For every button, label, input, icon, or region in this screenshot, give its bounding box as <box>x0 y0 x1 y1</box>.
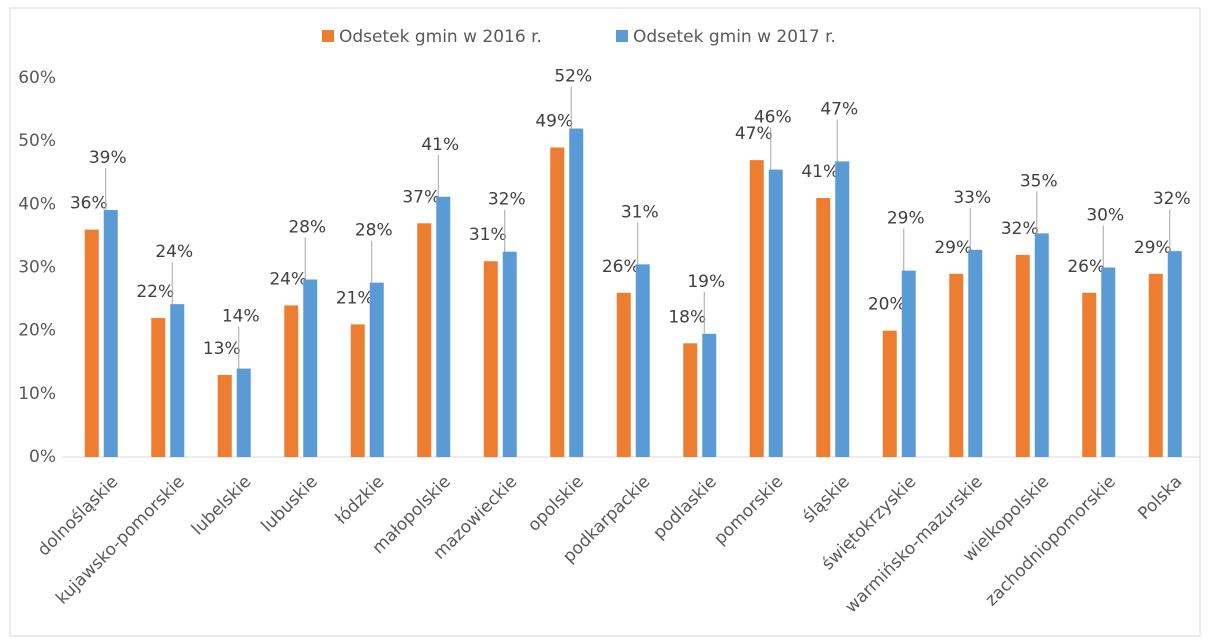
value-label: 30% <box>1086 206 1124 226</box>
bar <box>417 223 432 457</box>
bar <box>170 304 185 457</box>
y-tick-label: 10% <box>18 384 56 404</box>
bar <box>768 169 783 457</box>
bar <box>303 279 318 457</box>
value-label: 32% <box>488 190 526 210</box>
bar <box>816 198 831 457</box>
bar <box>217 374 232 457</box>
value-label: 24% <box>269 269 307 289</box>
legend-swatch <box>322 30 334 42</box>
bar <box>103 210 118 457</box>
bar <box>436 196 451 457</box>
value-label: 49% <box>535 111 573 131</box>
bar <box>1034 233 1049 457</box>
bar <box>502 251 517 457</box>
value-label: 19% <box>687 272 725 292</box>
legend-label: Odsetek gmin w 2016 r. <box>339 27 542 47</box>
value-label: 47% <box>735 124 773 144</box>
bar <box>1101 267 1116 457</box>
value-label: 31% <box>469 225 507 245</box>
bar <box>1167 251 1182 457</box>
value-label: 14% <box>222 307 260 327</box>
bar <box>968 249 983 457</box>
value-label: 41% <box>801 162 839 182</box>
value-label: 20% <box>868 295 906 315</box>
value-label: 39% <box>89 148 127 168</box>
value-label: 29% <box>887 209 925 229</box>
value-label: 32% <box>1153 189 1191 209</box>
value-label: 29% <box>1134 238 1172 258</box>
bar <box>616 292 631 457</box>
bar <box>1148 273 1163 457</box>
bar <box>702 333 717 457</box>
y-tick-label: 60% <box>18 68 56 88</box>
value-label: 47% <box>820 99 858 119</box>
value-label: 21% <box>336 288 374 308</box>
legend-label: Odsetek gmin w 2017 r. <box>633 27 836 47</box>
bar <box>749 160 764 457</box>
bar <box>569 128 584 458</box>
value-label: 28% <box>355 221 393 241</box>
legend-swatch <box>616 30 628 42</box>
y-tick-label: 40% <box>18 194 56 214</box>
bar <box>635 264 650 457</box>
y-tick-label: 50% <box>18 131 56 151</box>
bar <box>550 147 565 457</box>
value-label: 22% <box>136 282 174 302</box>
value-label: 28% <box>288 218 326 238</box>
y-tick-label: 20% <box>18 321 56 341</box>
value-label: 26% <box>1067 257 1105 277</box>
bar <box>369 282 384 457</box>
value-label: 26% <box>602 257 640 277</box>
bar <box>683 343 698 457</box>
value-label: 46% <box>754 108 792 128</box>
y-tick-label: 30% <box>18 258 56 278</box>
bar <box>1082 292 1097 457</box>
bar <box>949 273 964 457</box>
bar <box>882 330 897 457</box>
value-label: 24% <box>155 242 193 262</box>
bar <box>1015 254 1030 457</box>
value-label: 18% <box>668 307 706 327</box>
y-tick-label: 0% <box>29 447 56 467</box>
value-label: 29% <box>934 238 972 258</box>
value-label: 35% <box>1020 171 1058 191</box>
value-label: 13% <box>203 339 241 359</box>
bar <box>901 270 916 457</box>
bar <box>84 229 99 457</box>
bar <box>350 324 365 457</box>
bar <box>236 368 251 457</box>
value-label: 31% <box>621 202 659 222</box>
value-label: 32% <box>1001 219 1039 239</box>
value-label: 41% <box>421 135 459 155</box>
bar <box>151 318 166 457</box>
value-label: 37% <box>402 187 440 207</box>
value-label: 52% <box>554 67 592 87</box>
value-label: 33% <box>953 188 991 208</box>
value-label: 36% <box>70 194 108 214</box>
bar <box>835 161 850 457</box>
bar <box>483 261 498 457</box>
bar <box>284 305 299 457</box>
chart-frame <box>9 7 1201 637</box>
